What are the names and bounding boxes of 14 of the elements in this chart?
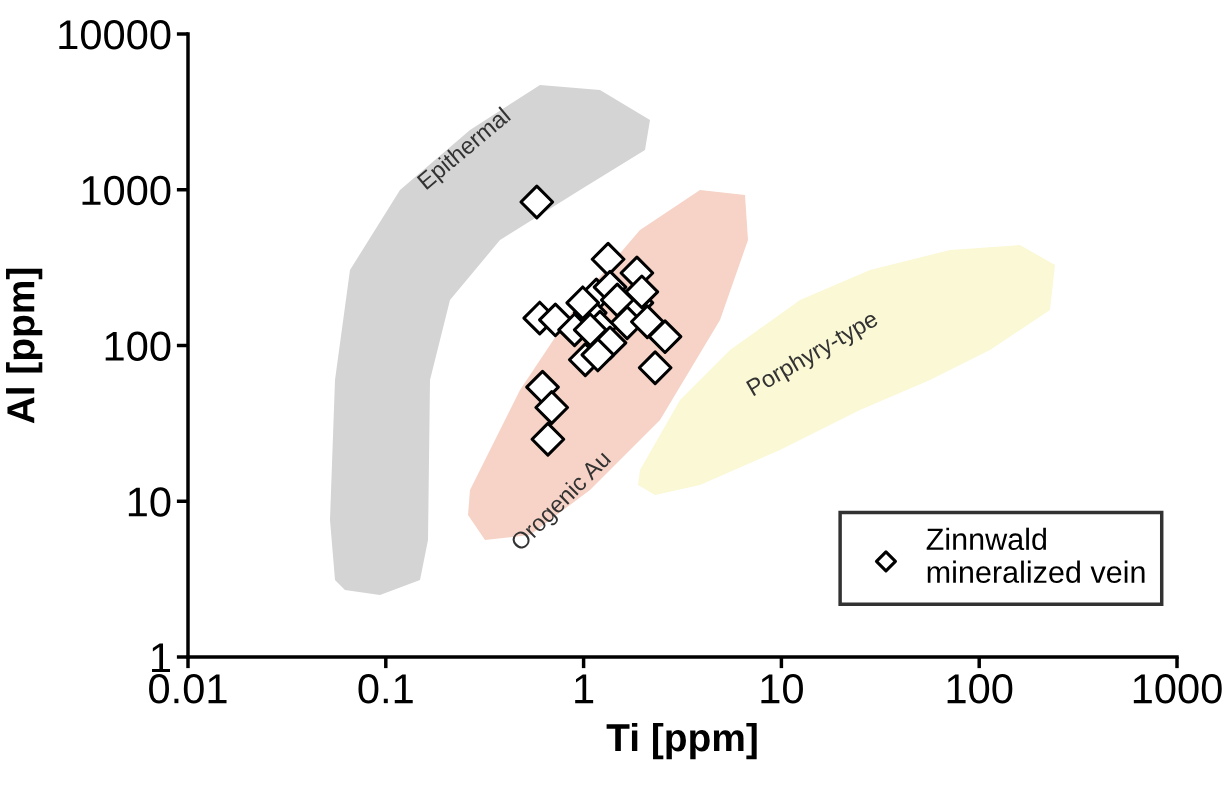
x-tick-label: 0.01 [149, 674, 227, 704]
x-tick-label: 10 [761, 674, 803, 704]
y-tick-label: 10 [128, 487, 171, 517]
y-tick-label: 1 [152, 643, 170, 673]
legend-label: Zinnwald mineralized vein [926, 527, 1145, 584]
x-tick-label: 1 [575, 674, 594, 704]
y-tick-label: 1000 [82, 175, 171, 206]
x-tick-label: 100 [947, 674, 1013, 704]
y-tick-label: 100 [105, 331, 171, 362]
x-tick-label: 0.1 [358, 674, 413, 704]
x-tick-label: 1000 [1133, 674, 1222, 704]
y-tick-label: 10000 [59, 20, 171, 50]
x-axis-title: Ti [ppm] [606, 722, 757, 760]
y-axis-title: Al [ppm] [6, 268, 43, 424]
